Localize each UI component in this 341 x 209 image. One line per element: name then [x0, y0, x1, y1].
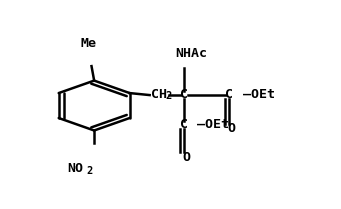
Text: 2: 2 — [87, 166, 93, 176]
Text: O: O — [182, 151, 190, 164]
Text: —OEt: —OEt — [197, 117, 229, 131]
Text: C: C — [180, 88, 188, 101]
Text: Me: Me — [81, 37, 97, 50]
Text: O: O — [227, 122, 236, 135]
Text: NHAc: NHAc — [175, 47, 207, 60]
Text: NO: NO — [68, 162, 84, 175]
Text: C: C — [180, 117, 188, 131]
Text: C: C — [225, 88, 233, 101]
Text: —OEt: —OEt — [243, 88, 276, 101]
Text: 2: 2 — [165, 91, 171, 101]
Text: CH: CH — [151, 88, 167, 101]
